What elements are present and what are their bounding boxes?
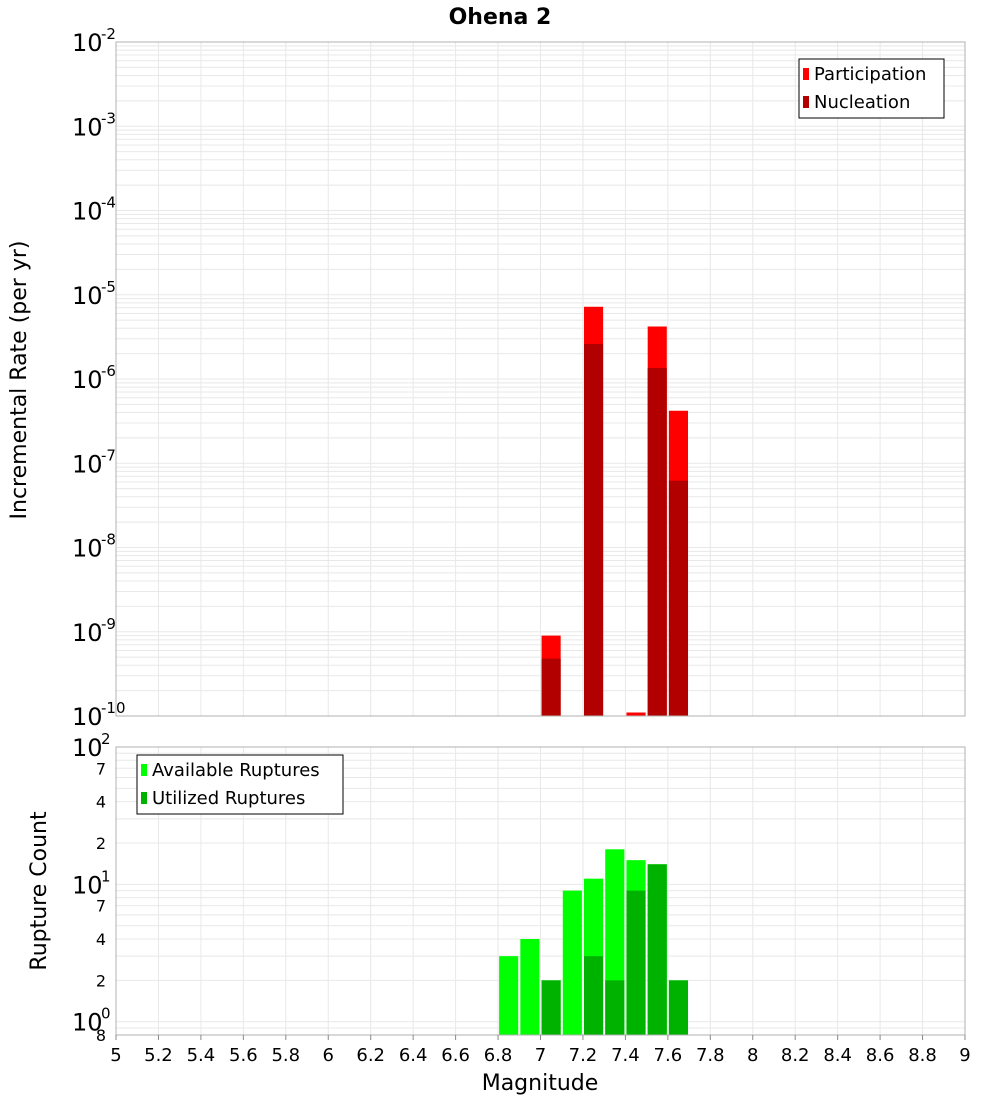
top-legend: Participation Nucleation (798, 58, 945, 119)
x-tick-label: 8.8 (908, 1045, 937, 1066)
x-tick-label: 5.4 (187, 1045, 216, 1066)
top-legend-label: Participation (814, 64, 926, 85)
x-tick-label: 6.4 (399, 1045, 428, 1066)
participation-panel: 10-210-310-410-510-610-710-810-910-10 In… (7, 25, 966, 731)
top-y-tick-exponent: -8 (101, 531, 116, 549)
top-plot-frame (115, 41, 966, 717)
bottom-bars (499, 849, 689, 1035)
x-tick-label: 6.2 (356, 1045, 385, 1066)
bottom-legend-label: Available Ruptures (152, 760, 320, 781)
bottom-legend-box (136, 754, 344, 815)
top-legend-swatch (803, 68, 809, 80)
top-y-tick-exponent: -7 (101, 446, 116, 464)
top-bar-nucleation (647, 368, 667, 716)
x-tick-label: 7.8 (696, 1045, 725, 1066)
top-y-tick-exponent: -9 (101, 615, 116, 633)
top-bar-participation (626, 712, 646, 716)
top-y-tick-label: 10 (72, 198, 103, 226)
chart-title: Ohena 2 (449, 5, 552, 30)
top-y-tick-exponent: -5 (101, 278, 116, 296)
bottom-legend-swatch (141, 792, 147, 804)
bottom-bar-utilized-ruptures (541, 980, 561, 1035)
bottom-y-major-tick-exponent: 2 (101, 730, 111, 748)
top-y-tick-exponent: -10 (101, 699, 126, 717)
top-y-tick-label: 10 (72, 450, 103, 478)
x-tick-label: 8 (747, 1045, 758, 1066)
bottom-y-minor-tick-label: 4 (96, 930, 106, 949)
bottom-bar-available-ruptures (520, 939, 540, 1035)
top-bar-nucleation (668, 480, 689, 716)
top-y-axis-label: Incremental Rate (per yr) (7, 241, 32, 520)
bottom-y-major-tick-label: 10 (72, 871, 103, 899)
top-y-tick-label: 10 (72, 282, 103, 310)
bottom-y-minor-tick-label: 8 (96, 1026, 106, 1045)
top-y-tick-exponent: -2 (101, 25, 116, 43)
bottom-bar-utilized-ruptures (668, 980, 689, 1035)
bottom-y-minor-tick-label: 7 (96, 759, 106, 778)
top-y-tick-label: 10 (72, 366, 103, 394)
top-bar-nucleation (584, 344, 604, 716)
bottom-y-minor-tick-label: 7 (96, 897, 106, 916)
x-tick-label: 5 (110, 1045, 121, 1066)
top-y-tick-exponent: -3 (101, 109, 116, 127)
bottom-y-major-tick-exponent: 0 (101, 1005, 111, 1023)
top-y-tick-exponent: -4 (101, 194, 116, 212)
x-tick-label: 8.2 (781, 1045, 810, 1066)
x-tick-label: 7.4 (611, 1045, 640, 1066)
x-tick-label: 5.2 (144, 1045, 173, 1066)
top-y-tick-exponent: -6 (101, 362, 116, 380)
bottom-y-major-tick-label: 10 (72, 734, 103, 762)
top-grid (115, 42, 966, 717)
bottom-bar-utilized-ruptures (584, 956, 604, 1035)
bottom-bar-utilized-ruptures (626, 890, 646, 1035)
top-y-tick-label: 10 (72, 535, 103, 563)
top-legend-swatch (803, 96, 809, 108)
x-tick-label: 6 (323, 1045, 334, 1066)
x-tick-label: 5.8 (271, 1045, 300, 1066)
top-y-tick-label: 10 (72, 113, 103, 141)
x-tick-label: 8.4 (823, 1045, 852, 1066)
x-ticks: 5 5.2 5.4 5.6 5.8 6 6.2 6.4 6.6 6.8 7 7.2 7.4 7.6 7.8 8… (110, 1035, 971, 1066)
bottom-bar-utilized-ruptures (647, 864, 667, 1035)
x-tick-label: 6.6 (441, 1045, 470, 1066)
bottom-bar-utilized-ruptures (605, 980, 625, 1035)
x-tick-label: 5.6 (229, 1045, 258, 1066)
top-y-ticks: 10-210-310-410-510-610-710-810-910-10 (72, 25, 126, 731)
bottom-legend-swatch (141, 764, 147, 776)
x-tick-label: 6.8 (484, 1045, 513, 1066)
top-bar-nucleation (541, 658, 561, 716)
bottom-legend-label: Utilized Ruptures (152, 788, 305, 809)
bottom-y-minor-tick-label: 2 (96, 834, 106, 853)
top-legend-box (798, 58, 945, 119)
bottom-bar-available-ruptures (562, 890, 582, 1035)
x-tick-label: 9 (959, 1045, 970, 1066)
bottom-legend: Available Ruptures Utilized Ruptures (136, 754, 344, 815)
top-bars (541, 306, 689, 716)
top-legend-label: Nucleation (814, 92, 910, 113)
bottom-y-minor-tick-label: 4 (96, 793, 106, 812)
x-tick-label: 7.6 (654, 1045, 683, 1066)
x-tick-label: 7.2 (569, 1045, 598, 1066)
bottom-bar-available-ruptures (499, 956, 519, 1035)
x-tick-label: 8.6 (866, 1045, 895, 1066)
bottom-y-minor-tick-label: 2 (96, 971, 106, 990)
top-y-tick-label: 10 (72, 703, 103, 731)
top-y-tick-label: 10 (72, 619, 103, 647)
bottom-y-major-tick-label: 10 (72, 1009, 103, 1037)
x-tick-label: 7 (535, 1045, 546, 1066)
bottom-y-axis-label: Rupture Count (27, 811, 52, 971)
top-y-tick-label: 10 (72, 29, 103, 57)
bottom-y-major-tick-exponent: 1 (101, 867, 111, 885)
x-axis-label: Magnitude (482, 1071, 599, 1096)
